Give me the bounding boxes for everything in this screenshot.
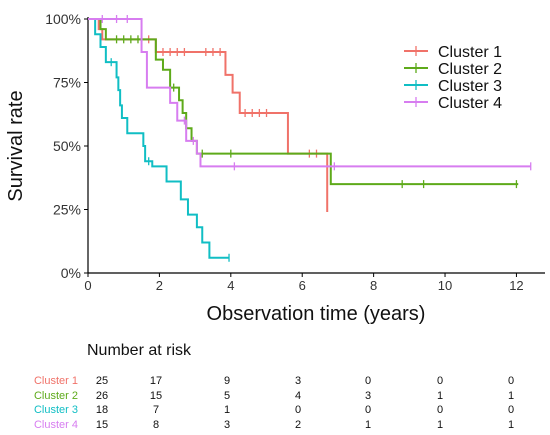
- y-tick-label: 100%: [45, 11, 81, 27]
- risk-count: 5: [223, 389, 231, 402]
- risk-table: Cluster 1 25 17 9 3 0 0 0 Cluster 2 26 15 5 4 3 1 1 Clus…: [0, 374, 550, 434]
- risk-row-label: Cluster 2: [33, 389, 78, 402]
- risk-count: 0: [364, 375, 372, 387]
- series-line: [88, 18, 329, 213]
- risk-count: 25: [95, 375, 109, 387]
- risk-count: 1: [436, 389, 444, 402]
- risk-count: 0: [364, 404, 372, 416]
- y-axis-label: Survival rate: [5, 90, 27, 201]
- risk-row: Cluster 2 26 15 5 4 3 1 1: [0, 389, 550, 403]
- risk-count: 3: [223, 418, 231, 431]
- series-3: [88, 18, 230, 262]
- risk-row-label: Cluster 3: [33, 404, 78, 416]
- y-tick-label: 75%: [53, 75, 81, 91]
- risk-row-label: Cluster 1: [33, 375, 78, 387]
- y-tick-label: 25%: [53, 202, 81, 218]
- risk-count: 1: [436, 418, 444, 431]
- risk-count: 0: [436, 375, 444, 387]
- risk-count: 1: [507, 418, 515, 431]
- x-axis-label: Observation time (years): [207, 303, 426, 325]
- risk-count: 17: [149, 375, 163, 387]
- risk-count: 9: [223, 375, 231, 387]
- risk-row: Cluster 4 15 8 3 2 1 1 1: [0, 418, 550, 432]
- risk-table-title: Number at risk: [87, 342, 192, 359]
- risk-count: 0: [507, 375, 515, 387]
- risk-count: 7: [152, 404, 160, 416]
- series-1: [88, 18, 329, 213]
- x-tick-label: 0: [84, 278, 91, 293]
- y-tick-label: 50%: [53, 138, 81, 154]
- risk-count: 15: [149, 389, 163, 402]
- x-tick-label: 4: [227, 278, 234, 293]
- risk-row: Cluster 3 18 7 1 0 0 0 0: [0, 403, 550, 417]
- risk-count: 2: [294, 418, 302, 431]
- x-tick-label: 2: [156, 278, 163, 293]
- risk-count: 3: [364, 389, 372, 402]
- risk-count: 4: [294, 389, 302, 402]
- risk-count: 15: [95, 418, 109, 431]
- y-tick-label: 0%: [61, 265, 81, 281]
- risk-count: 26: [95, 389, 109, 402]
- legend-label: Cluster 1: [438, 44, 502, 61]
- risk-count: 0: [436, 404, 444, 416]
- risk-count: 0: [294, 404, 302, 416]
- risk-count: 8: [152, 418, 160, 431]
- series-layer: [88, 15, 532, 262]
- x-tick-label: 8: [370, 278, 377, 293]
- series-4: [88, 15, 532, 171]
- chart-axes: 0 2 4 6 8 10 12 0% 25% 50% 75% 100%: [45, 11, 545, 293]
- series-line: [88, 18, 531, 168]
- risk-count: 1: [364, 418, 372, 431]
- risk-count: 18: [95, 404, 109, 416]
- x-tick-label: 10: [438, 278, 452, 293]
- legend-label: Cluster 2: [438, 61, 502, 78]
- survival-chart: 0 2 4 6 8 10 120%25%50%75%100% Cluster 1Cluste…: [5, 11, 545, 325]
- risk-row: Cluster 1 25 17 9 3 0 0 0: [0, 374, 550, 388]
- x-tick-label: 12: [509, 278, 523, 293]
- legend-label: Cluster 4: [438, 95, 502, 112]
- x-tick-label: 6: [299, 278, 306, 293]
- series-line: [88, 18, 230, 259]
- legend-label: Cluster 3: [438, 78, 502, 95]
- risk-count: 0: [507, 404, 515, 416]
- risk-row-label: Cluster 4: [33, 418, 78, 431]
- risk-count: 1: [223, 404, 231, 416]
- risk-count: 1: [507, 389, 515, 402]
- risk-count: 3: [294, 375, 302, 387]
